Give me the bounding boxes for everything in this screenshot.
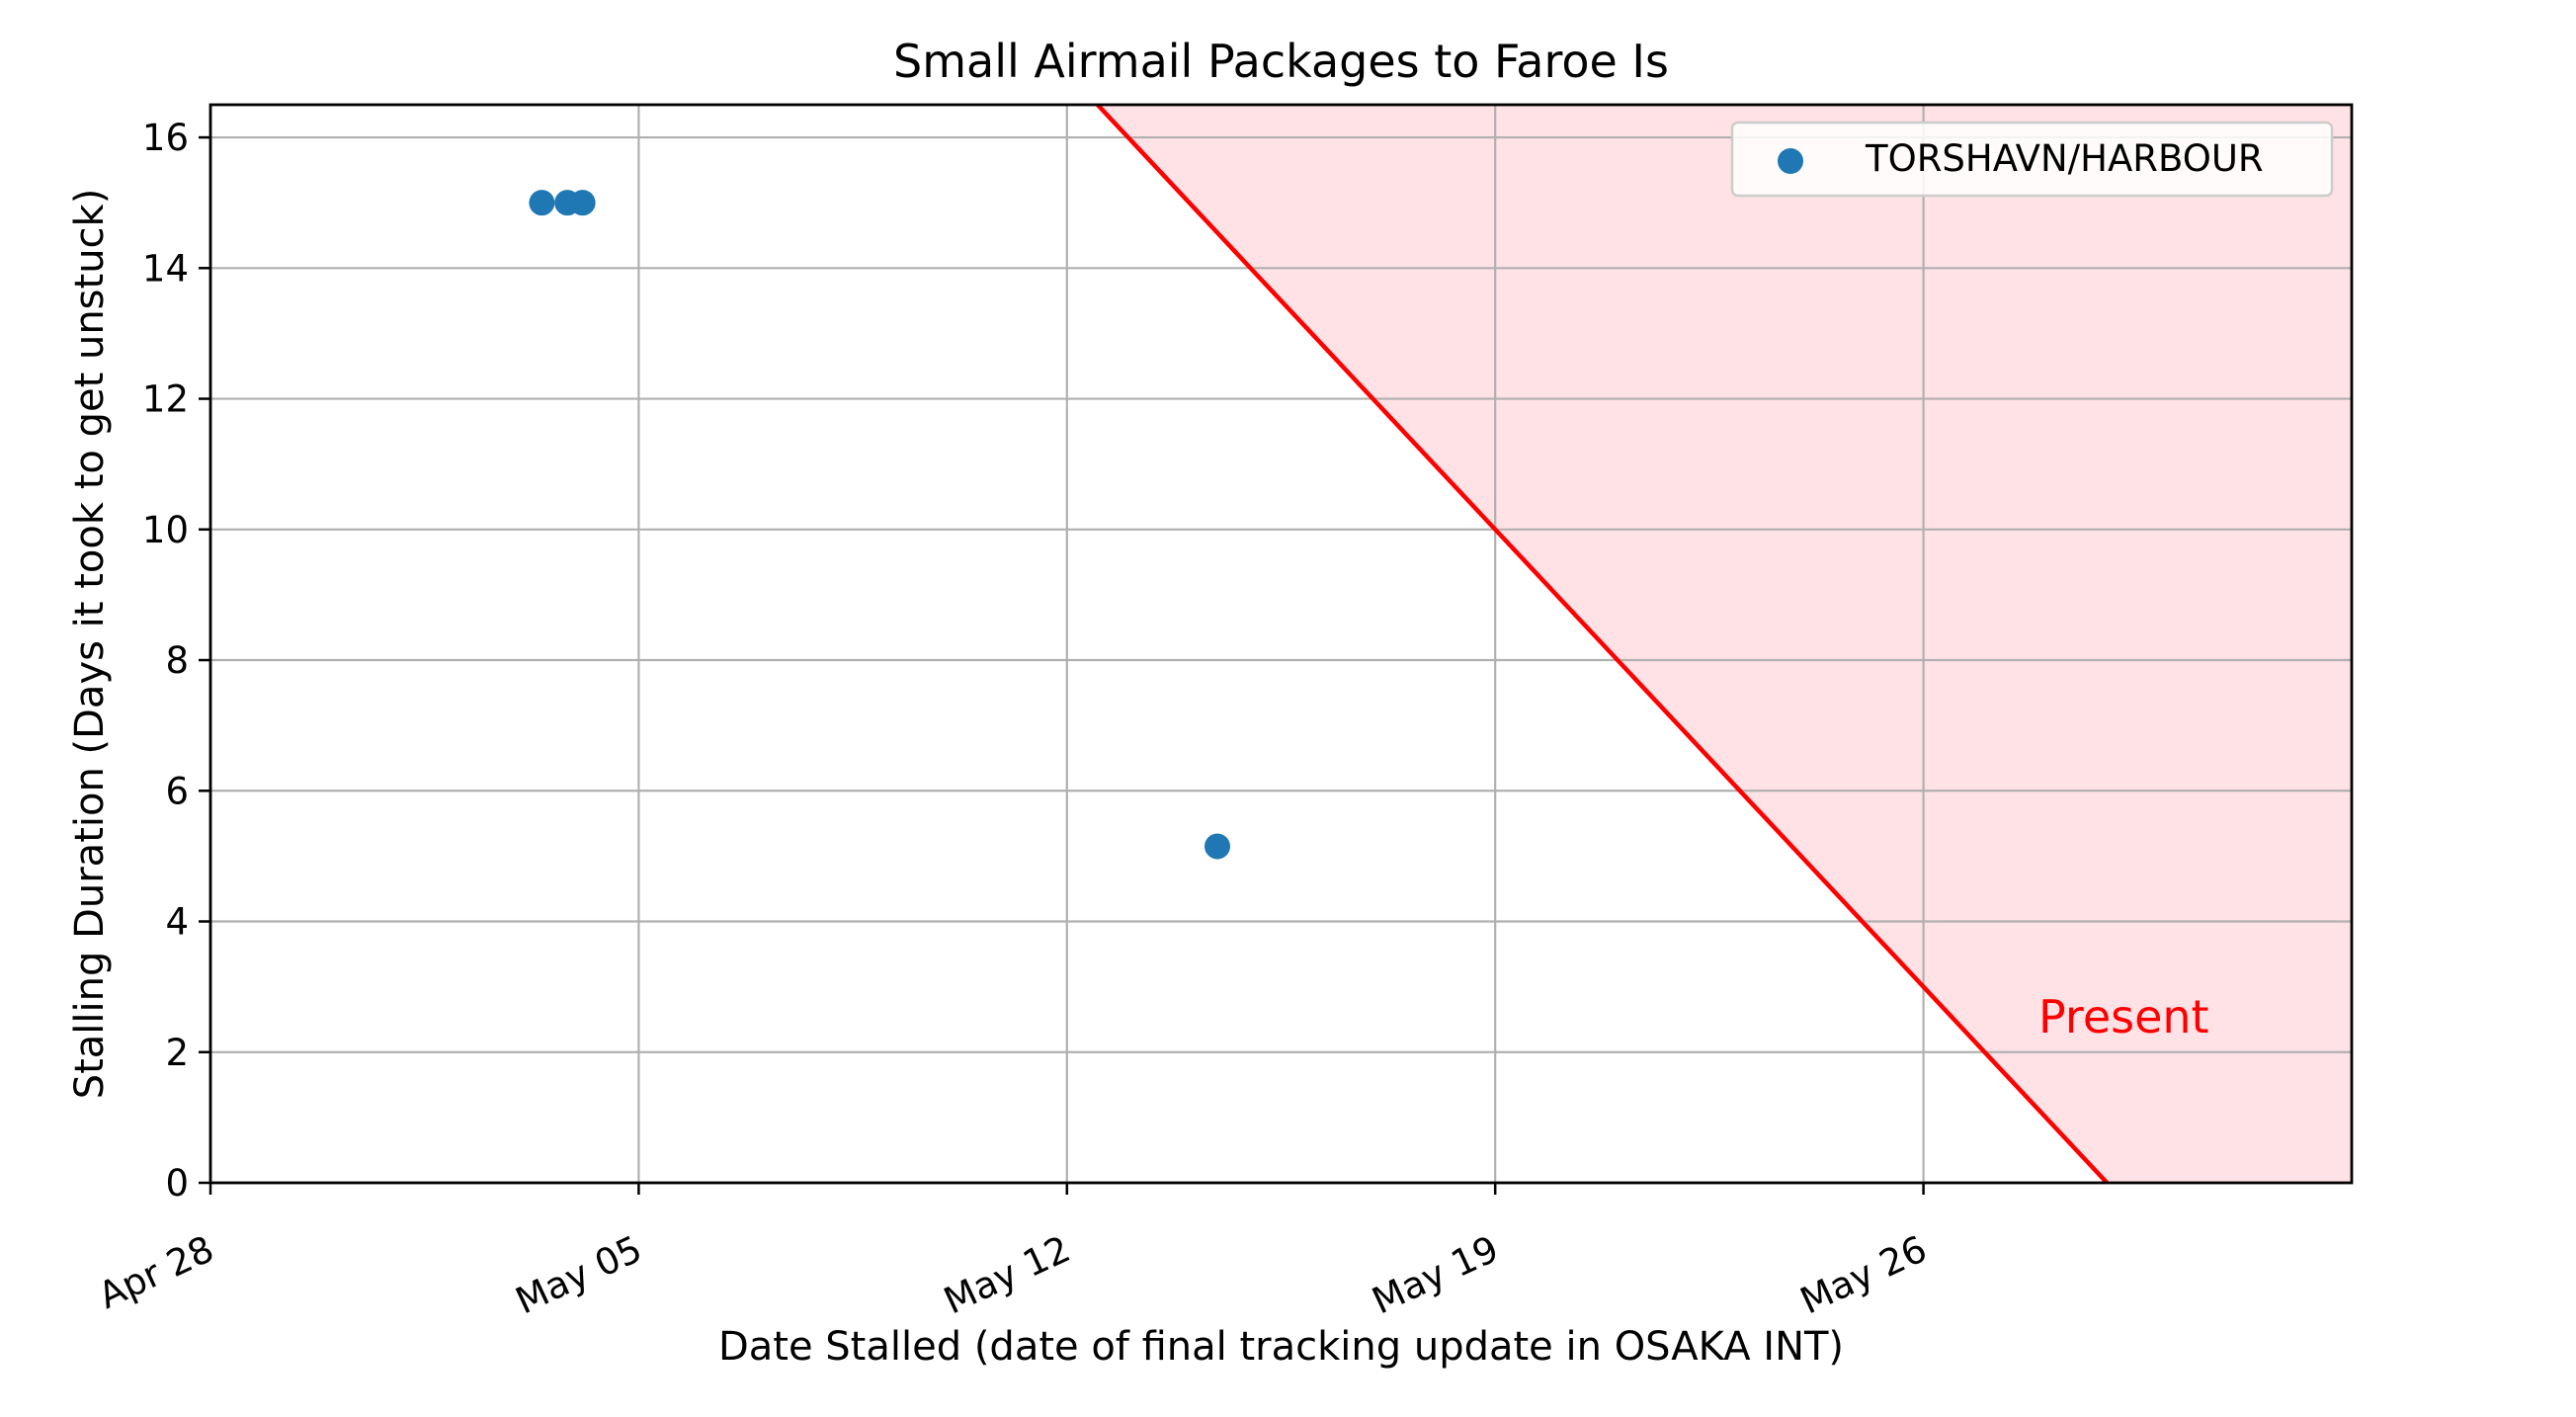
legend-box	[1730, 121, 2334, 198]
present-annotation: Present	[2038, 990, 2209, 1043]
scatter-point	[569, 190, 596, 216]
y-tick-label: 14	[142, 247, 189, 290]
plot-frame	[208, 103, 2354, 1185]
chart-title: Small Airmail Packages to Faroe Is	[893, 35, 1669, 88]
y-axis-title: Stalling Duration (Days it took to get u…	[67, 189, 113, 1100]
scatter-point	[1205, 833, 1231, 860]
y-tick-label: 6	[165, 770, 189, 812]
y-tick-label: 4	[165, 901, 189, 944]
y-tick-label: 0	[165, 1162, 189, 1205]
x-axis-title: Date Stalled (date of final tracking upd…	[718, 1324, 1844, 1370]
present-line-layer	[1096, 105, 2109, 1183]
present-shaded-region	[1097, 105, 2352, 1183]
scatter-point	[529, 190, 555, 216]
scatter-points-layer	[529, 190, 1231, 860]
axes-layer	[208, 103, 2354, 1185]
present-shaded-region-layer	[1097, 105, 2352, 1183]
legend-label-torshavn-harbour: TORSHAVN/HARBOUR	[1865, 137, 2264, 180]
legend: TORSHAVN/HARBOUR	[1730, 121, 2334, 198]
y-tick-label: 2	[165, 1032, 189, 1074]
y-tick-label: 8	[165, 639, 189, 682]
legend-marker	[1778, 148, 1803, 174]
y-tick-label: 16	[142, 117, 189, 159]
y-tick-label: 10	[142, 509, 189, 551]
y-tick-label: 12	[142, 378, 189, 421]
present-line	[1096, 105, 2109, 1183]
